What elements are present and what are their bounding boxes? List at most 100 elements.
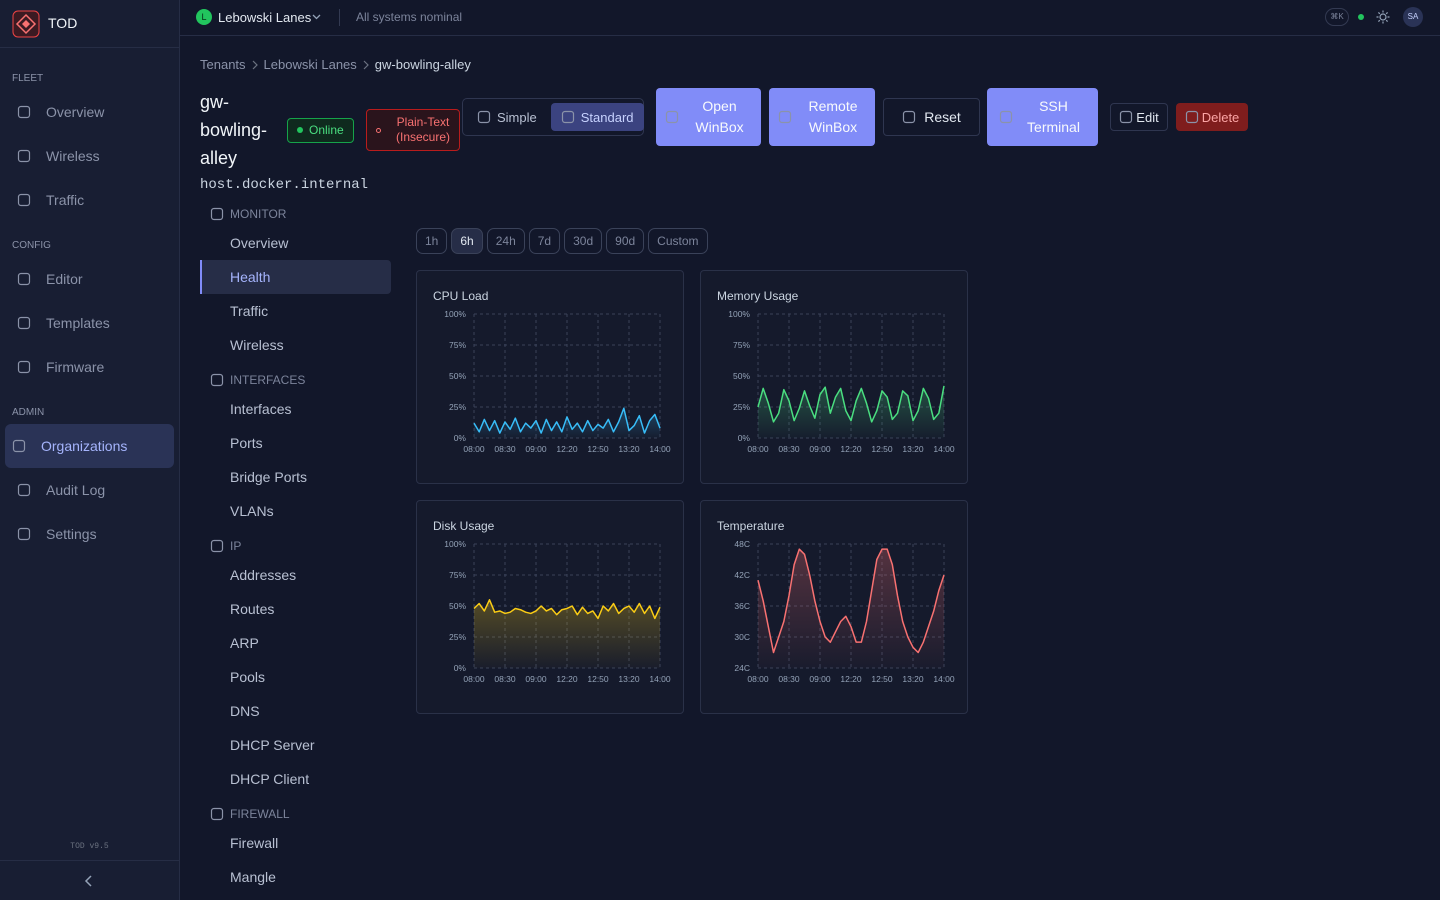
action-button[interactable]: SSH Terminal — [987, 88, 1098, 146]
status-dot — [297, 127, 303, 133]
y-tick-label: 48C — [734, 539, 750, 549]
time-range[interactable]: 6h — [451, 228, 483, 254]
nav-item[interactable]: Traffic — [5, 178, 174, 222]
security-warning: Plain-Text (Insecure) — [366, 109, 460, 151]
subnav-item[interactable]: Ports — [230, 435, 263, 451]
x-tick-label: 14:00 — [933, 444, 955, 454]
subnav-item[interactable]: Traffic — [230, 303, 269, 319]
y-tick-label: 25% — [449, 632, 466, 642]
brand[interactable]: TOD — [0, 0, 179, 48]
nav-item[interactable]: Templates — [5, 301, 174, 345]
time-range[interactable]: 24h — [486, 228, 525, 254]
area — [474, 599, 660, 668]
icon-shape — [17, 316, 31, 330]
nav-section-label: FLEET — [12, 73, 44, 84]
sidebar-nav: FLEET Overview Wireless Traffic CONFIG Editor… — [0, 55, 179, 556]
action-button[interactable]: Open WinBox — [656, 88, 761, 146]
view-toggle: Simple Standard — [462, 98, 644, 136]
subnav-item[interactable]: DHCP Client — [230, 771, 310, 787]
subnav-item[interactable]: Overview — [230, 235, 289, 251]
nav-item[interactable]: Audit Log — [5, 468, 174, 512]
subnav-item[interactable]: Interfaces — [230, 401, 292, 417]
x-tick-label: 09:00 — [809, 674, 831, 684]
breadcrumb-item[interactable]: Lebowski Lanes — [263, 57, 357, 72]
x-tick-label: 12:20 — [556, 674, 578, 684]
subnav-item[interactable]: Health — [200, 260, 391, 294]
topbar: L Lebowski Lanes All systems nominal ⌘K … — [180, 0, 1440, 36]
dropdown-icon — [312, 14, 321, 20]
tenant-switcher[interactable]: Lebowski Lanes — [218, 10, 312, 25]
subnav-section-label: FIREWALL — [200, 802, 391, 826]
subnav-item[interactable]: Pools — [230, 669, 266, 685]
subnav-item[interactable]: Bridge Ports — [230, 469, 308, 485]
nav-item[interactable]: Overview — [5, 90, 174, 134]
time-range[interactable]: 90d — [606, 228, 645, 254]
y-tick-label: 0% — [454, 663, 467, 673]
item-icon — [17, 149, 31, 163]
user-avatar[interactable]: SA — [1403, 7, 1423, 27]
shortcut-hint[interactable]: ⌘K — [1325, 8, 1349, 26]
nav-item[interactable]: Wireless — [5, 134, 174, 178]
subnav-item[interactable]: DHCP Server — [230, 737, 315, 753]
chart-title: Temperature — [717, 519, 785, 533]
nav-item[interactable]: Firmware — [5, 345, 174, 389]
item-icon — [477, 110, 491, 124]
x-tick-label: 13:20 — [902, 444, 924, 454]
nav-section-label: CONFIG — [12, 240, 51, 251]
chart-card: CPU Load 0% 25% 50% 75% 100% 08:00 08:30 09:00 12… — [416, 270, 684, 484]
item-icon — [210, 207, 224, 221]
y-tick-label: 25% — [449, 402, 466, 412]
item-icon — [17, 272, 31, 286]
time-range[interactable]: 30d — [564, 228, 603, 254]
nav-item[interactable]: Settings — [5, 512, 174, 556]
nav-item-label: Editor — [46, 271, 83, 287]
time-range[interactable]: 7d — [528, 228, 561, 254]
subnav-item[interactable]: VLANs — [230, 503, 274, 519]
x-tick-label: 13:20 — [618, 444, 640, 454]
nav-item[interactable]: Organizations — [5, 424, 174, 468]
time-range[interactable]: Custom — [648, 228, 708, 254]
subnav-item[interactable]: Wireless — [230, 337, 284, 353]
version: TOD v9.5 — [70, 842, 109, 851]
icon-shape — [999, 110, 1012, 124]
x-tick-label: 12:20 — [556, 444, 578, 454]
crumb-separator — [252, 60, 258, 69]
subnav-item[interactable]: ARP — [230, 635, 259, 651]
view-mode[interactable]: Standard — [550, 103, 644, 131]
item-icon — [17, 105, 31, 119]
subnav-item[interactable]: DNS — [230, 703, 260, 719]
chart: Memory Usage 0% 25% 50% 75% 100% 08:00 08:30 09:… — [717, 289, 955, 454]
icon-shape — [17, 105, 31, 119]
view-mode-label: Standard — [580, 109, 634, 125]
y-tick-label: 50% — [733, 371, 750, 381]
subnav-item[interactable]: Firewall — [230, 835, 279, 851]
brand-name: TOD — [48, 15, 78, 31]
subnav-item[interactable]: Routes — [230, 601, 275, 617]
theme-toggle[interactable] — [1376, 10, 1390, 24]
view-mode[interactable]: Simple — [467, 103, 547, 131]
subnav-item[interactable]: Addresses — [230, 567, 297, 583]
warning-icon — [376, 128, 381, 133]
breadcrumb-item[interactable]: Tenants — [200, 57, 246, 72]
nav-section-label: ADMIN — [12, 407, 45, 418]
action-button[interactable]: Edit — [1110, 103, 1168, 131]
x-tick-label: 08:00 — [463, 674, 485, 684]
action-button[interactable]: Delete — [1176, 103, 1248, 131]
icon-shape — [17, 483, 31, 497]
time-range[interactable]: 1h — [416, 228, 448, 254]
x-tick-label: 09:00 — [525, 674, 547, 684]
y-tick-label: 50% — [449, 601, 466, 611]
item-icon — [210, 373, 224, 387]
nav-item-label: Traffic — [46, 192, 85, 208]
nav-item-label: Templates — [46, 315, 110, 331]
device-nav: MONITOR Overview Health Traffic Wireless INTE… — [200, 202, 391, 894]
y-tick-label: 0% — [454, 433, 467, 443]
collapse[interactable] — [0, 860, 179, 900]
y-tick-label: 100% — [444, 309, 466, 319]
x-tick-label: 12:20 — [840, 674, 862, 684]
subnav-item[interactable]: Mangle — [230, 869, 276, 885]
icon-shape — [12, 439, 26, 453]
action-button[interactable]: Remote WinBox — [769, 88, 875, 146]
action-button[interactable]: Reset — [883, 98, 980, 136]
nav-item[interactable]: Editor — [5, 257, 174, 301]
